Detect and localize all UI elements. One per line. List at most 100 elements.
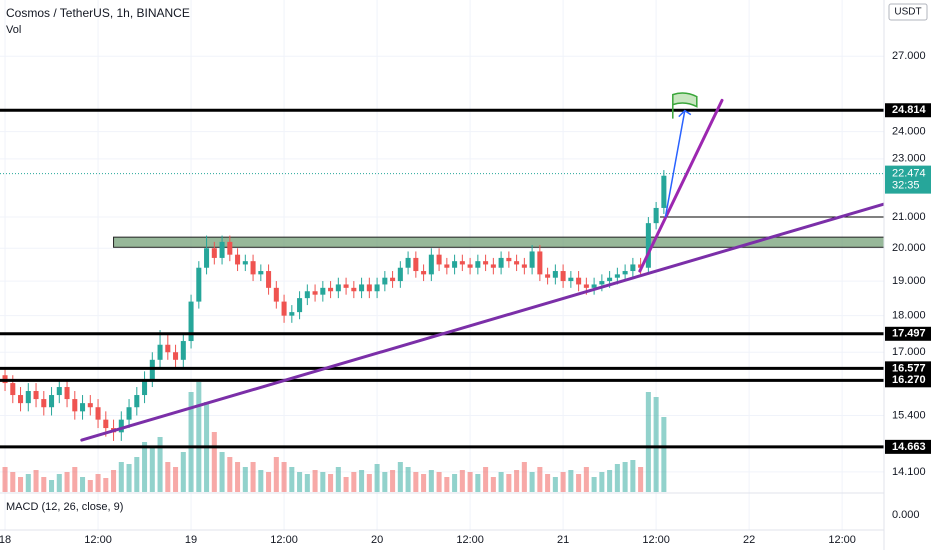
volume-bar (126, 464, 132, 492)
candle-body (297, 298, 303, 313)
x-tick-label: 12:00 (642, 534, 670, 546)
volume-bar (281, 462, 287, 492)
level-label-box (885, 326, 931, 341)
volume-bar (134, 457, 140, 492)
candle-body (142, 379, 148, 396)
volume-bar (188, 392, 194, 492)
x-tick-label: 18 (0, 534, 11, 546)
candle-body (211, 248, 217, 258)
candle-body (72, 399, 78, 412)
volume-bar (18, 477, 24, 492)
candle-body (452, 261, 458, 268)
candle-body (359, 284, 365, 292)
candle-body (545, 274, 551, 278)
level-label: 24.814 (892, 104, 927, 116)
indicator-label: Vol (6, 24, 21, 36)
volume-bar (576, 474, 582, 492)
candle-body (49, 395, 55, 408)
volume-bar (421, 474, 427, 492)
volume-bar (545, 474, 551, 492)
volume-bar (560, 472, 566, 492)
candle-body (266, 271, 272, 288)
level-label: 16.577 (892, 362, 926, 374)
volume-bar (95, 474, 101, 492)
candle-body (165, 344, 171, 353)
arrow (664, 110, 686, 218)
candle-body (157, 344, 163, 360)
volume-bar (591, 477, 597, 492)
volume-bar (374, 464, 380, 492)
candle-body (118, 419, 124, 433)
volume-bar (266, 472, 272, 492)
candle-body (475, 261, 481, 268)
candle-body (529, 251, 535, 268)
volume-bar (366, 474, 372, 492)
volume-bar (180, 452, 186, 492)
trendline (638, 98, 724, 273)
candle-body (483, 261, 489, 265)
currency[interactable]: USDT (894, 7, 921, 18)
candle-body (126, 407, 132, 420)
candle-body (219, 241, 225, 258)
candle-body (281, 301, 287, 316)
level-label: 16.270 (892, 374, 926, 386)
volume-bar (568, 470, 574, 492)
y-tick-label: 27.000 (892, 50, 926, 62)
volume-bar (467, 472, 473, 492)
candle-body (103, 419, 109, 429)
candle-body (444, 264, 450, 268)
volume-bar (80, 477, 86, 492)
candle-body (428, 254, 434, 275)
candle-body (95, 407, 101, 420)
volume-bar (638, 467, 644, 492)
last-price-box (885, 165, 931, 194)
candle-body (134, 395, 140, 408)
candle-body (235, 254, 241, 265)
volume-bar (390, 470, 396, 492)
x-tick-label: 19 (185, 534, 197, 546)
candle-body (521, 264, 527, 268)
level-label-box (885, 439, 931, 454)
currency-box[interactable] (888, 3, 928, 21)
x-tick-label: 12:00 (828, 534, 856, 546)
candle-body (607, 277, 613, 282)
candle-body (80, 403, 86, 412)
candle-body (258, 271, 264, 275)
volume-bar (529, 472, 535, 492)
candle-body (18, 395, 24, 404)
candle-body (320, 287, 326, 295)
volume-bar (661, 417, 667, 492)
y-tick-label: 14.100 (892, 466, 926, 478)
candle-body (374, 284, 380, 292)
volume-bar (622, 462, 628, 492)
volume-bar (312, 470, 318, 492)
volume-bar (599, 472, 605, 492)
candle-body (591, 284, 597, 288)
y-tick-label: 21.000 (892, 211, 926, 223)
y-tick-label: 18.000 (892, 310, 926, 322)
volume-bar (173, 467, 179, 492)
candle-body (343, 284, 349, 288)
y-tick-label: 19.000 (892, 275, 926, 287)
candle-body (622, 271, 628, 275)
countdown: 32:35 (892, 180, 920, 192)
candle-body (382, 277, 388, 285)
volume-bar (645, 392, 651, 492)
volume-bar (33, 470, 39, 492)
volume-bar (614, 464, 620, 492)
candle-body (498, 257, 504, 268)
candle-body (459, 261, 465, 265)
volume-bar (351, 472, 357, 492)
volume-bar (219, 452, 225, 492)
chart-title: Cosmos / TetherUS, 1h, BINANCE (6, 6, 190, 20)
volume-bar (273, 457, 279, 492)
volume-bar (343, 477, 349, 492)
volume-bar (630, 460, 636, 492)
volume-bar (444, 477, 450, 492)
candle-body (56, 387, 62, 396)
volume-bar (335, 467, 341, 492)
volume-bar (506, 474, 512, 492)
flag (672, 92, 698, 119)
volume-bar (552, 477, 558, 492)
volume-bar (25, 474, 31, 492)
